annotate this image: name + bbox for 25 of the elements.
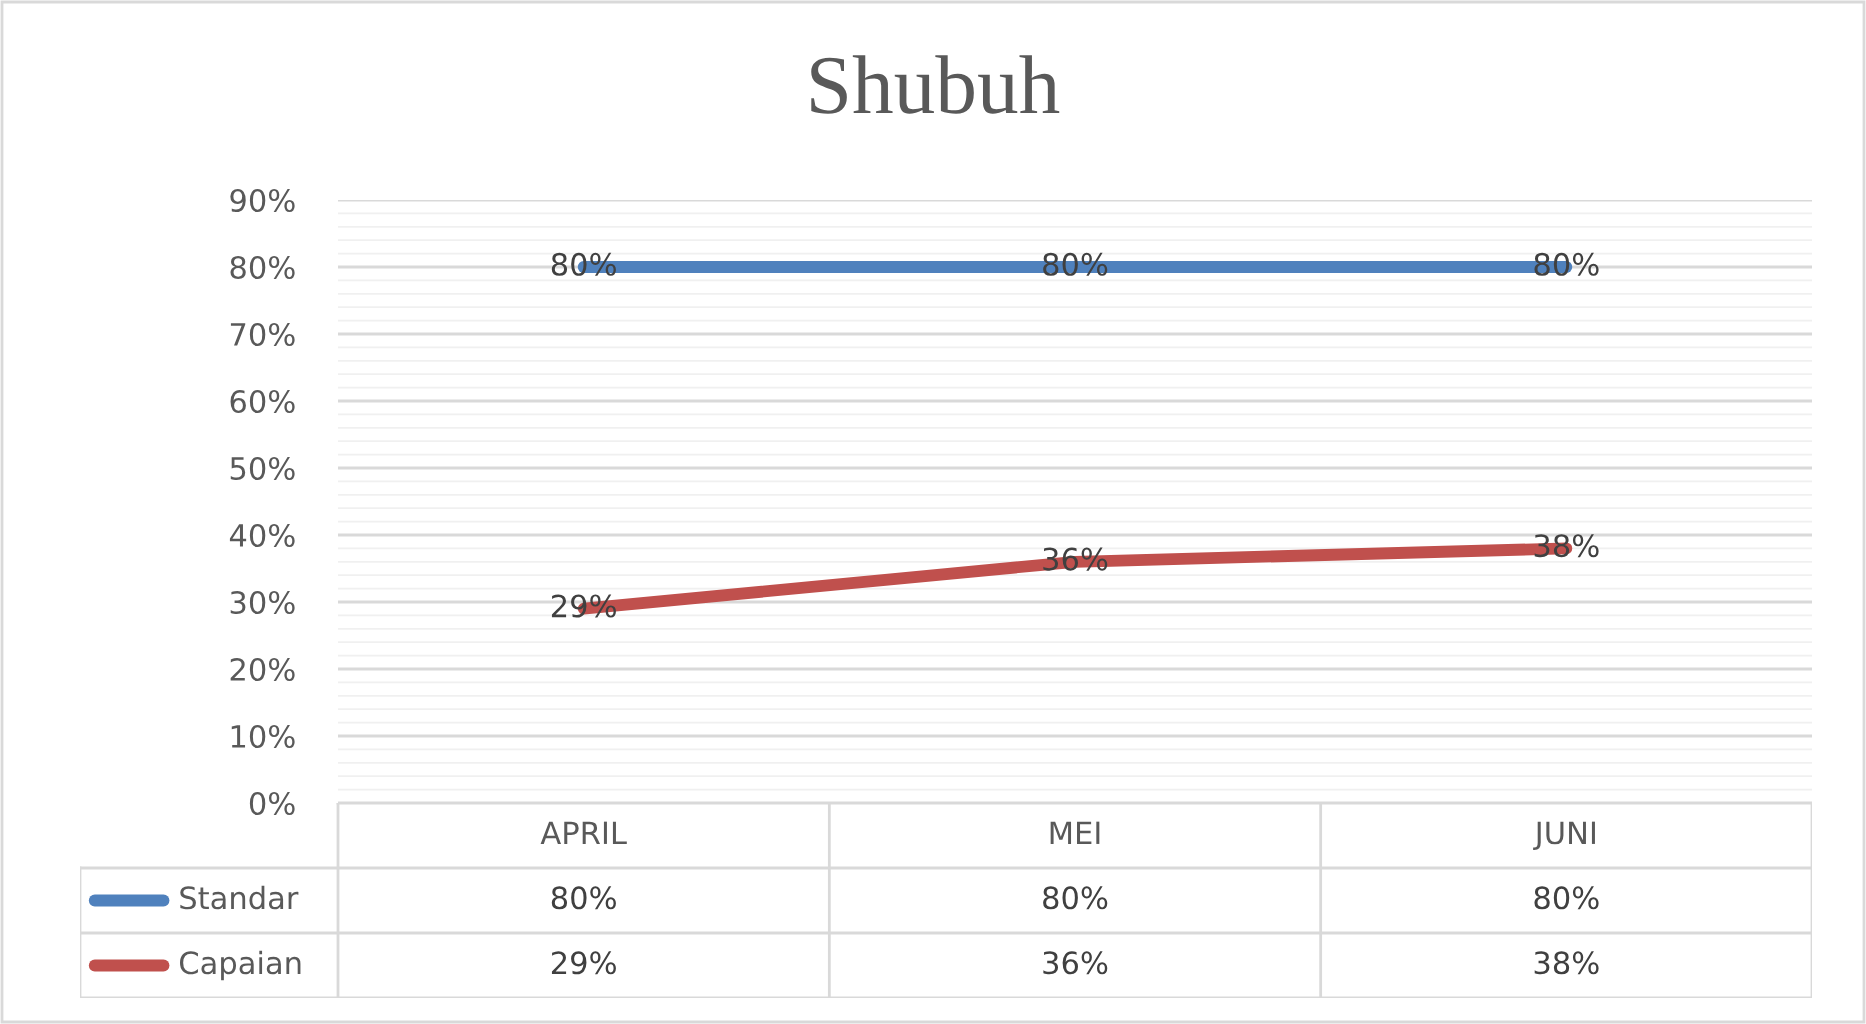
data-label: 36%	[1043, 951, 1108, 975]
legend-label: Capaian	[179, 950, 301, 981]
x-tick-label: MEI	[1050, 821, 1100, 844]
data-label: 80%	[1043, 886, 1108, 910]
y-tick-label: 30%	[230, 590, 295, 615]
data-label: 38%	[1534, 951, 1599, 975]
data-label: 80%	[551, 886, 616, 910]
data-label: 29%	[551, 951, 616, 975]
y-tick-label: 20%	[230, 657, 295, 682]
data-label: 80%	[1534, 886, 1599, 910]
y-tick-label: 60%	[230, 389, 295, 414]
y-tick-label: 90%	[230, 188, 295, 213]
y-tick-label: 10%	[231, 724, 295, 749]
y-tick-label: 80%	[230, 255, 295, 280]
x-tick-label: APRIL	[540, 821, 627, 844]
chart-title: Shubuh	[811, 55, 1060, 114]
y-tick-label: 0%	[249, 791, 295, 816]
text: 80%	[1534, 252, 1599, 276]
x-tick-label: JUNI	[1533, 821, 1595, 851]
text: 80%	[551, 252, 616, 276]
y-tick-label: 40%	[229, 523, 295, 548]
legend-label: Standar	[180, 885, 299, 910]
y-tick-label: 50%	[230, 456, 295, 481]
y-tick-label: 70%	[230, 322, 295, 347]
text: 38%	[1534, 534, 1599, 558]
